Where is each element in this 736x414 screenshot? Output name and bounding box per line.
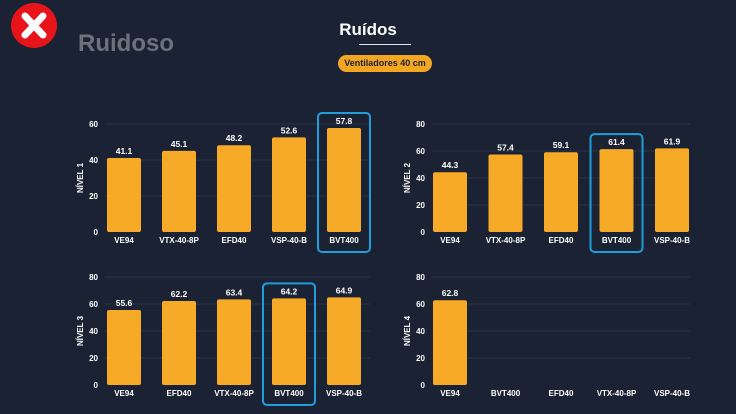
bar: [488, 154, 523, 232]
data-label: 59.1: [553, 140, 570, 150]
bar: [433, 172, 467, 232]
y-tick-label: 60: [89, 120, 98, 129]
x-tick-label: BVT400: [329, 236, 359, 245]
data-label: 62.2: [171, 289, 188, 299]
data-label: 64.9: [336, 285, 353, 295]
bar: [217, 299, 251, 385]
y-tick-label: 40: [89, 156, 98, 165]
x-tick-label: VTX-40-8P: [159, 236, 199, 245]
x-tick-label: EFD40: [222, 236, 247, 245]
x-tick-label: VSP-40-B: [326, 389, 362, 398]
bar: [599, 149, 634, 232]
bar: [272, 137, 306, 232]
y-tick-label: 40: [416, 174, 425, 183]
data-label: 64.2: [281, 286, 298, 296]
x-tick-label: EFD40: [167, 389, 192, 398]
data-label: 45.1: [171, 139, 188, 149]
data-label: 44.3: [442, 160, 459, 170]
y-axis-label: NÍVEL 2: [403, 162, 412, 193]
bar: [544, 152, 578, 232]
y-tick-label: 40: [416, 327, 425, 336]
bar: [217, 145, 251, 232]
y-axis-label: NÍVEL 3: [76, 315, 85, 346]
data-label: 41.1: [116, 146, 133, 156]
y-tick-label: 80: [89, 273, 98, 282]
bar: [107, 158, 141, 232]
highlight-box: [589, 133, 644, 253]
x-tick-label: VE94: [114, 389, 134, 398]
y-tick-label: 0: [421, 228, 426, 237]
data-label: 57.4: [497, 143, 514, 153]
data-label: 61.9: [664, 136, 681, 146]
highlight-box: [317, 111, 371, 253]
x-tick-label: VSP-40-B: [654, 389, 690, 398]
x-tick-label: VTX-40-8P: [486, 236, 526, 245]
x-tick-label: VTX-40-8P: [597, 389, 637, 398]
data-label: 52.6: [281, 125, 298, 135]
x-tick-label: BVT400: [602, 236, 632, 245]
data-label: 62.8: [442, 288, 459, 298]
y-tick-label: 0: [421, 381, 426, 390]
y-tick-label: 40: [89, 327, 98, 336]
y-tick-label: 20: [416, 201, 425, 210]
page-title: Ruídos: [339, 20, 397, 39]
brand-logo-text: Ruidoso: [78, 30, 174, 57]
x-tick-label: EFD40: [549, 389, 574, 398]
x-tick-label: VSP-40-B: [654, 236, 690, 245]
bar: [327, 127, 361, 232]
data-label: 48.2: [226, 133, 243, 143]
x-tick-label: VE94: [440, 389, 460, 398]
bar: [327, 297, 361, 385]
bar: [162, 301, 196, 385]
y-tick-label: 20: [89, 354, 98, 363]
bar: [107, 309, 141, 385]
x-tick-label: VE94: [114, 236, 134, 245]
y-tick-label: 80: [416, 120, 425, 129]
x-tick-label: VTX-40-8P: [214, 389, 254, 398]
y-tick-label: 20: [89, 192, 98, 201]
y-axis-label: NÍVEL 1: [76, 162, 85, 193]
bar: [433, 300, 467, 385]
bar: [655, 148, 689, 232]
bar: [272, 298, 306, 385]
category-badge[interactable]: Ventiladores 40 cm: [338, 55, 432, 72]
y-tick-label: 80: [416, 273, 425, 282]
x-tick-label: BVT400: [491, 389, 521, 398]
highlight-box: [262, 282, 316, 406]
x-tick-label: VSP-40-B: [271, 236, 307, 245]
y-axis-label: NÍVEL 4: [403, 315, 412, 346]
close-button[interactable]: [11, 3, 57, 48]
data-label: 61.4: [608, 137, 625, 147]
y-tick-label: 60: [416, 147, 425, 156]
x-tick-label: BVT400: [274, 389, 304, 398]
y-tick-label: 60: [416, 300, 425, 309]
data-label: 55.6: [116, 298, 133, 308]
y-tick-label: 20: [416, 354, 425, 363]
title-underline: [359, 44, 411, 45]
x-tick-label: EFD40: [549, 236, 574, 245]
y-tick-label: 0: [94, 228, 99, 237]
data-label: 57.8: [336, 116, 353, 126]
close-x-icon: [21, 12, 47, 39]
data-label: 63.4: [226, 287, 243, 297]
x-tick-label: VE94: [440, 236, 460, 245]
y-tick-label: 0: [94, 381, 99, 390]
bar: [162, 150, 196, 232]
y-tick-label: 60: [89, 300, 98, 309]
